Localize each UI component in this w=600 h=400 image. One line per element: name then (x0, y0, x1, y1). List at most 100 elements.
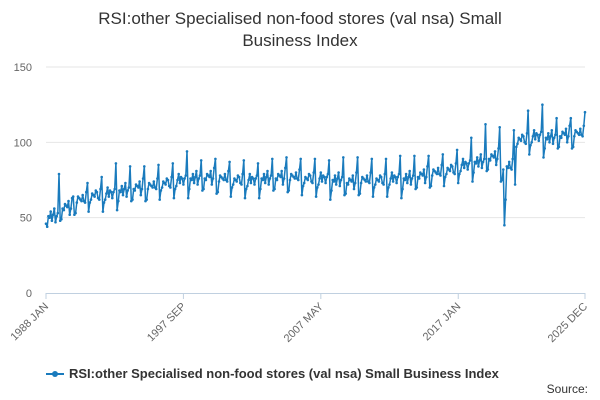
data-point[interactable] (325, 175, 329, 179)
data-point[interactable] (56, 211, 60, 215)
data-point[interactable] (488, 159, 492, 162)
data-point[interactable] (425, 175, 428, 179)
data-point[interactable] (352, 187, 356, 191)
data-point[interactable] (500, 178, 504, 182)
data-point[interactable] (269, 174, 273, 177)
data-point[interactable] (539, 130, 543, 134)
data-point[interactable] (541, 103, 544, 106)
data-point[interactable] (472, 171, 475, 174)
data-point[interactable] (249, 181, 253, 185)
data-point[interactable] (526, 109, 530, 112)
data-point[interactable] (237, 175, 241, 179)
data-point[interactable] (49, 210, 52, 213)
data-point[interactable] (170, 175, 173, 179)
data-point[interactable] (478, 159, 481, 162)
data-point[interactable] (275, 178, 279, 182)
data-point[interactable] (139, 193, 143, 197)
data-point[interactable] (547, 132, 550, 135)
data-point[interactable] (44, 222, 48, 225)
data-point[interactable] (522, 135, 525, 138)
data-point[interactable] (301, 184, 305, 188)
data-point[interactable] (45, 225, 49, 228)
data-point[interactable] (240, 183, 243, 186)
data-point[interactable] (475, 156, 479, 159)
data-point[interactable] (157, 163, 160, 167)
data-point[interactable] (299, 157, 303, 161)
data-point[interactable] (511, 157, 514, 161)
data-point[interactable] (75, 201, 79, 204)
data-point[interactable] (401, 187, 404, 191)
data-point[interactable] (51, 213, 55, 216)
data-point[interactable] (88, 201, 92, 204)
data-point[interactable] (503, 223, 506, 227)
data-point[interactable] (209, 169, 212, 173)
data-point[interactable] (454, 162, 458, 165)
data-point[interactable] (479, 153, 483, 156)
data-point[interactable] (344, 192, 348, 195)
data-point[interactable] (146, 187, 150, 191)
data-point[interactable] (365, 174, 369, 177)
data-point[interactable] (71, 195, 75, 198)
data-point[interactable] (471, 180, 474, 183)
data-point[interactable] (415, 186, 419, 189)
data-point[interactable] (98, 198, 101, 201)
data-point[interactable] (466, 168, 470, 171)
data-point[interactable] (95, 190, 99, 194)
data-point[interactable] (194, 175, 197, 179)
data-point[interactable] (160, 186, 164, 189)
data-point[interactable] (314, 195, 318, 198)
data-point[interactable] (313, 157, 317, 161)
data-point[interactable] (346, 183, 350, 186)
data-point[interactable] (121, 193, 125, 197)
data-point[interactable] (182, 183, 185, 186)
data-point[interactable] (141, 177, 145, 180)
data-point[interactable] (410, 177, 414, 180)
data-point[interactable] (332, 180, 336, 183)
data-point[interactable] (68, 213, 71, 216)
data-point[interactable] (573, 135, 576, 138)
data-point[interactable] (481, 160, 485, 164)
data-point[interactable] (285, 156, 288, 159)
data-point[interactable] (112, 190, 115, 194)
data-point[interactable] (113, 187, 116, 191)
data-point[interactable] (336, 177, 339, 180)
data-point[interactable] (510, 168, 513, 171)
data-point[interactable] (280, 169, 284, 173)
data-point[interactable] (455, 148, 459, 152)
data-point[interactable] (188, 187, 191, 191)
data-point[interactable] (145, 198, 148, 201)
data-point[interactable] (512, 129, 516, 132)
data-point[interactable] (571, 145, 575, 149)
data-point[interactable] (507, 160, 511, 164)
data-point[interactable] (323, 175, 326, 179)
data-point[interactable] (560, 136, 563, 140)
data-point[interactable] (342, 156, 345, 159)
data-point[interactable] (515, 145, 518, 149)
data-point[interactable] (101, 210, 105, 213)
data-point[interactable] (440, 163, 444, 167)
data-point[interactable] (175, 184, 178, 188)
data-point[interactable] (185, 150, 189, 153)
data-point[interactable] (287, 189, 291, 192)
data-point[interactable] (228, 160, 231, 164)
data-point[interactable] (212, 166, 216, 170)
data-point[interactable] (256, 162, 260, 165)
data-point[interactable] (74, 211, 77, 215)
data-point[interactable] (172, 196, 176, 200)
data-point[interactable] (119, 190, 122, 194)
data-point[interactable] (480, 166, 484, 170)
data-point[interactable] (382, 183, 385, 186)
data-point[interactable] (319, 171, 323, 174)
data-point[interactable] (255, 174, 259, 177)
data-point[interactable] (115, 208, 119, 212)
data-point[interactable] (196, 183, 199, 186)
data-point[interactable] (337, 171, 340, 174)
data-point[interactable] (151, 186, 154, 189)
data-point[interactable] (184, 174, 188, 177)
data-point[interactable] (267, 183, 271, 186)
data-point[interactable] (531, 135, 535, 138)
data-point[interactable] (389, 177, 393, 180)
data-point[interactable] (443, 175, 447, 179)
data-point[interactable] (294, 171, 298, 174)
data-point[interactable] (54, 220, 57, 224)
